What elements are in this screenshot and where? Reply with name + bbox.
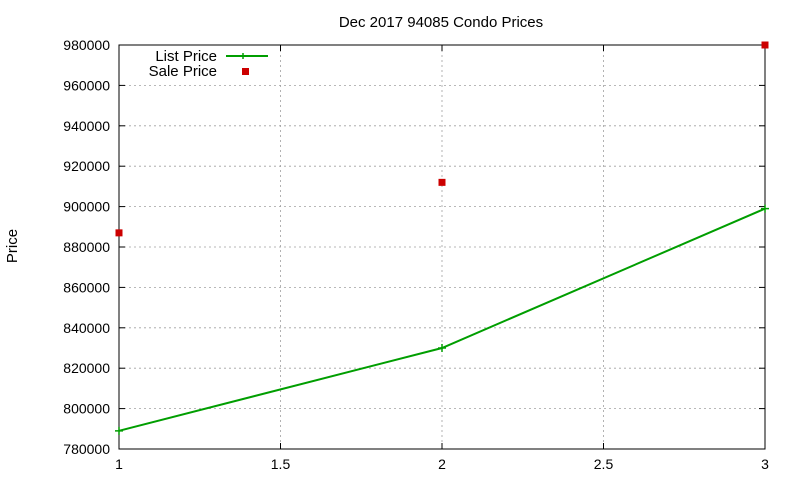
y-tick-label: 960000 <box>63 77 110 93</box>
x-tick-label: 1.5 <box>271 456 291 472</box>
sale-price-point <box>438 178 446 186</box>
chart-title: Dec 2017 94085 Condo Prices <box>339 14 543 31</box>
plot-frame <box>118 44 766 450</box>
legend-label-list-price: List Price <box>155 48 217 65</box>
y-axis-label: Price <box>4 229 21 263</box>
series-group <box>115 41 769 435</box>
y-tick-label: 900000 <box>63 199 110 215</box>
legend-marker-sale-price <box>242 68 249 75</box>
y-tick-label: 880000 <box>63 239 110 255</box>
x-tick-label: 2 <box>438 456 446 472</box>
legend: List Price Sale Price <box>149 48 268 80</box>
y-tick-label: 920000 <box>63 158 110 174</box>
legend-marker-list-price <box>240 53 246 59</box>
x-tick-label: 3 <box>761 456 769 472</box>
y-axis-ticks: 780000 800000 820000 840000 860000 880000 9000… <box>63 37 765 457</box>
y-tick-label: 800000 <box>63 401 110 417</box>
list-price-point <box>115 426 123 435</box>
y-tick-label: 940000 <box>63 118 110 134</box>
gridlines <box>119 45 765 449</box>
x-axis-ticks: 1 1.5 2 2.5 3 <box>115 45 769 472</box>
sale-price-point <box>761 41 769 49</box>
sale-price-point <box>115 229 123 237</box>
x-tick-label: 1 <box>115 456 123 472</box>
y-tick-label: 820000 <box>63 360 110 376</box>
legend-label-sale-price: Sale Price <box>149 63 217 80</box>
y-tick-label: 860000 <box>63 279 110 295</box>
list-price-point <box>761 204 769 213</box>
y-tick-label: 780000 <box>63 441 110 457</box>
y-tick-label: 980000 <box>63 37 110 53</box>
x-tick-label: 2.5 <box>594 456 614 472</box>
y-tick-label: 840000 <box>63 320 110 336</box>
list-price-point <box>438 344 446 352</box>
